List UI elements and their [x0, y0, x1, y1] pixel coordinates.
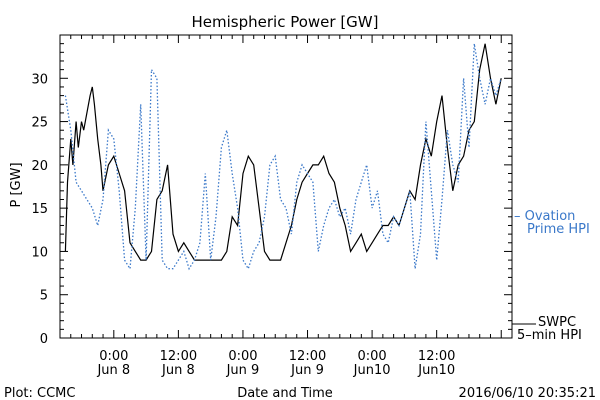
series-layer: [64, 43, 502, 271]
x-axis-label: Date and Time: [237, 386, 333, 400]
ovation-prime-series-line: [64, 43, 502, 271]
x-tick-label-time: 12:00: [289, 349, 326, 364]
y-tick-label: 25: [31, 116, 48, 131]
y-axis-ticks: 0 5 10 15 20 25 30: [31, 34, 512, 347]
swpc-series-line: [64, 43, 502, 261]
y-tick-label: 30: [31, 72, 48, 87]
legend-swpc-label-line1: SWPC: [538, 315, 576, 330]
y-tick-label: 0: [40, 332, 48, 347]
x-tick-label-time: 0:00: [357, 349, 386, 364]
footer-plot-credit: Plot: CCMC: [4, 386, 75, 400]
x-tick-label-time: 12:00: [418, 349, 455, 364]
x-tick-label-time: 0:00: [99, 349, 128, 364]
y-tick-label: 15: [31, 202, 48, 217]
chart-title: Hemispheric Power [GW]: [192, 13, 379, 31]
y-tick-label: 20: [31, 159, 48, 174]
x-tick-label-date: Jun10: [417, 363, 455, 378]
y-axis-label: P [GW]: [9, 162, 24, 207]
x-tick-label-time: 0:00: [228, 349, 257, 364]
x-tick-label-date: Jun 8: [96, 363, 130, 378]
plot-frame: [59, 34, 513, 339]
x-tick-label-time: 12:00: [160, 349, 197, 364]
x-tick-label-date: Jun 9: [290, 363, 324, 378]
footer-timestamp: 2016/06/10 20:35:21: [459, 386, 596, 400]
legend: – Ovation Prime HPI SWPC 5–min HPI: [512, 209, 590, 343]
y-tick-label: 5: [40, 289, 48, 304]
x-tick-label-date: Jun 8: [161, 363, 195, 378]
x-tick-label-date: Jun10: [353, 363, 391, 378]
x-tick-label-date: Jun 9: [226, 363, 260, 378]
legend-ovation-label-line1: – Ovation: [514, 209, 575, 224]
legend-swpc-label-line2: 5–min HPI: [517, 328, 582, 343]
legend-ovation-label-line2: Prime HPI: [527, 222, 590, 237]
y-tick-label: 10: [31, 245, 48, 260]
